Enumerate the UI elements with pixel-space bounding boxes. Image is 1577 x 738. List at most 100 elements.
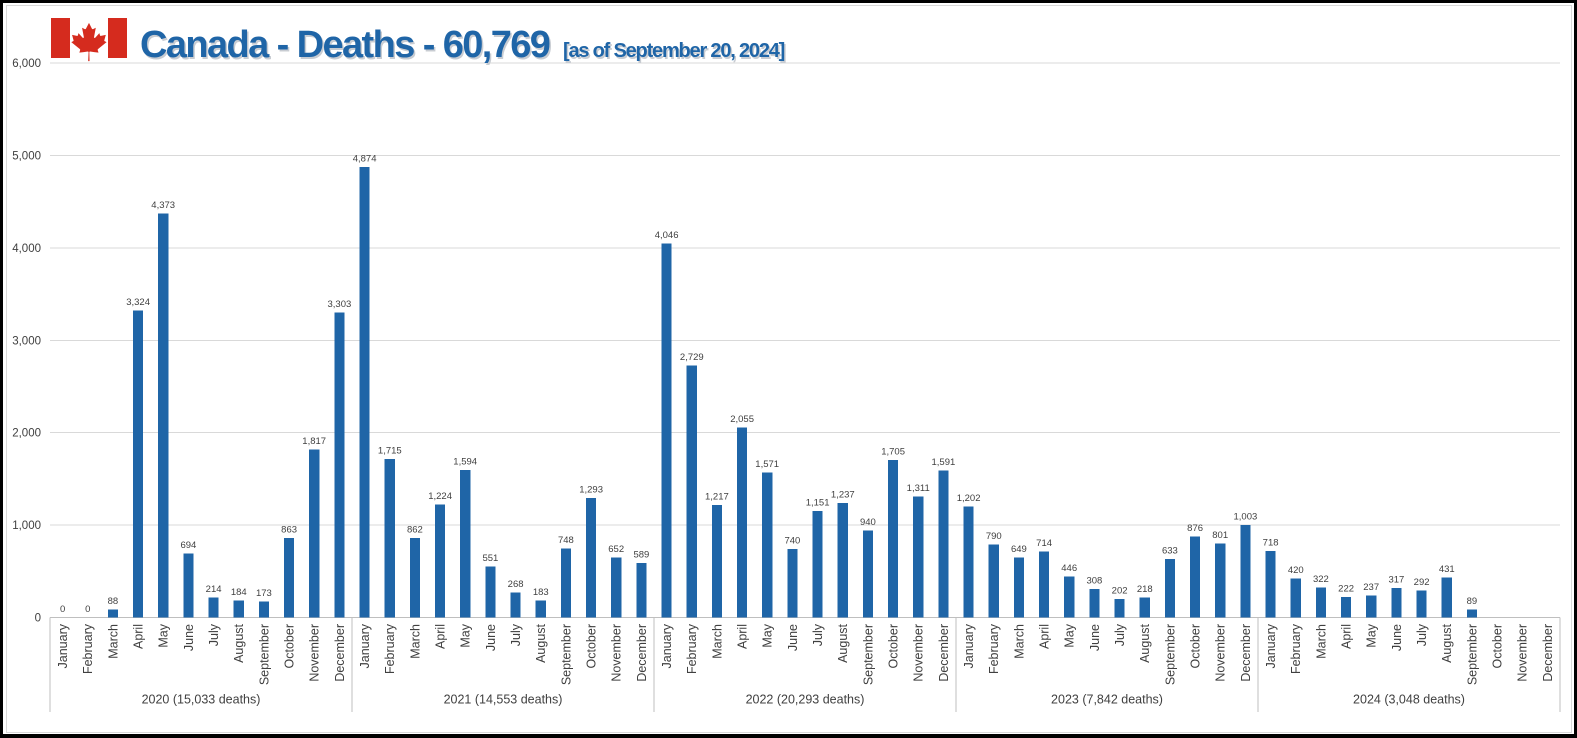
svg-text:July: July (811, 623, 825, 646)
svg-text:862: 862 (407, 524, 423, 535)
svg-text:1,224: 1,224 (428, 491, 452, 502)
svg-text:October: October (1189, 624, 1203, 668)
svg-text:0: 0 (85, 604, 90, 615)
svg-text:February: February (383, 623, 397, 674)
svg-text:88: 88 (108, 596, 119, 607)
svg-text:June: June (484, 624, 498, 651)
svg-text:718: 718 (1263, 538, 1279, 549)
svg-text:1,817: 1,817 (302, 436, 326, 447)
svg-text:589: 589 (633, 550, 649, 561)
svg-text:1,217: 1,217 (705, 492, 729, 503)
svg-text:5,000: 5,000 (12, 151, 41, 163)
svg-text:1,571: 1,571 (755, 459, 779, 470)
svg-text:2022 (20,293 deaths): 2022 (20,293 deaths) (746, 693, 865, 707)
svg-text:June: June (1390, 624, 1404, 651)
svg-text:June: June (786, 624, 800, 651)
svg-text:January: January (660, 623, 674, 668)
svg-text:876: 876 (1187, 523, 1203, 534)
svg-text:April: April (736, 624, 750, 649)
svg-text:March: March (710, 624, 724, 659)
svg-text:1,311: 1,311 (907, 483, 930, 494)
svg-text:November: November (610, 624, 624, 682)
svg-text:218: 218 (1137, 584, 1153, 595)
svg-text:2,729: 2,729 (680, 352, 704, 363)
svg-text:April: April (434, 624, 448, 649)
svg-text:Canada - Deaths - 60,769: Canada - Deaths - 60,769 (140, 24, 550, 66)
svg-text:1,151: 1,151 (806, 498, 830, 509)
svg-text:2023 (7,842 deaths): 2023 (7,842 deaths) (1051, 693, 1163, 707)
svg-text:August: August (232, 623, 246, 662)
svg-text:December: December (937, 624, 951, 682)
svg-text:801: 801 (1212, 530, 1228, 541)
svg-text:October: October (1491, 624, 1505, 668)
svg-text:September: September (257, 624, 271, 685)
svg-text:1,237: 1,237 (831, 490, 855, 501)
svg-text:1,000: 1,000 (12, 520, 41, 532)
svg-text:July: July (207, 623, 221, 646)
svg-text:February: February (81, 623, 95, 674)
svg-text:November: November (1516, 624, 1530, 682)
svg-text:184: 184 (231, 587, 247, 598)
svg-text:July: July (1113, 623, 1127, 646)
svg-text:September: September (559, 624, 573, 685)
svg-text:April: April (1038, 624, 1052, 649)
svg-text:633: 633 (1162, 546, 1178, 557)
svg-text:714: 714 (1036, 538, 1052, 549)
svg-text:4,874: 4,874 (353, 154, 377, 165)
svg-text:March: March (408, 624, 422, 659)
svg-text:November: November (1214, 624, 1228, 682)
svg-text:November: November (912, 624, 926, 682)
svg-text:December: December (333, 624, 347, 682)
svg-text:May: May (1365, 623, 1379, 647)
svg-text:4,373: 4,373 (151, 200, 175, 211)
svg-text:222: 222 (1338, 584, 1354, 595)
svg-text:649: 649 (1011, 544, 1027, 555)
svg-text:3,324: 3,324 (126, 297, 150, 308)
svg-text:October: October (585, 624, 599, 668)
svg-text:November: November (308, 624, 322, 682)
svg-text:0: 0 (60, 604, 65, 615)
svg-text:202: 202 (1112, 585, 1128, 596)
svg-text:1,715: 1,715 (378, 446, 402, 457)
svg-text:October: October (887, 624, 901, 668)
svg-text:1,293: 1,293 (579, 485, 603, 496)
svg-text:March: March (106, 624, 120, 659)
svg-text:December: December (1239, 624, 1253, 682)
svg-text:August: August (1138, 623, 1152, 662)
svg-text:3,303: 3,303 (328, 299, 352, 310)
svg-text:May: May (1063, 623, 1077, 647)
svg-text:740: 740 (784, 536, 800, 547)
svg-text:1,202: 1,202 (957, 493, 981, 504)
svg-text:February: February (685, 623, 699, 674)
svg-text:748: 748 (558, 535, 574, 546)
svg-text:268: 268 (508, 579, 524, 590)
svg-text:4,046: 4,046 (655, 230, 679, 241)
svg-text:July: July (509, 623, 523, 646)
svg-text:446: 446 (1061, 563, 1077, 574)
svg-text:May: May (459, 623, 473, 647)
svg-text:[as of September 20, 2024]: [as of September 20, 2024] (565, 42, 787, 64)
svg-text:February: February (987, 623, 1001, 674)
svg-text:694: 694 (180, 540, 196, 551)
svg-text:214: 214 (206, 584, 222, 595)
svg-text:December: December (635, 624, 649, 682)
svg-text:May: May (761, 623, 775, 647)
svg-text:December: December (1541, 624, 1555, 682)
svg-text:292: 292 (1414, 577, 1430, 588)
svg-text:4,000: 4,000 (12, 243, 41, 255)
svg-text:173: 173 (256, 588, 272, 599)
svg-text:551: 551 (482, 553, 498, 564)
svg-text:863: 863 (281, 524, 297, 535)
svg-text:6,000: 6,000 (12, 58, 41, 70)
svg-text:[as of September 20, 2024]: [as of September 20, 2024] (563, 40, 785, 62)
svg-text:January: January (1264, 623, 1278, 668)
svg-text:420: 420 (1288, 565, 1304, 576)
svg-text:89: 89 (1467, 596, 1478, 607)
svg-text:1,705: 1,705 (881, 447, 905, 458)
svg-text:May: May (157, 623, 171, 647)
svg-text:Canada - Deaths - 60,769: Canada - Deaths - 60,769 (142, 26, 552, 68)
svg-text:January: January (962, 623, 976, 668)
svg-text:January: January (358, 623, 372, 668)
svg-text:January: January (56, 623, 70, 668)
svg-text:August: August (534, 623, 548, 662)
